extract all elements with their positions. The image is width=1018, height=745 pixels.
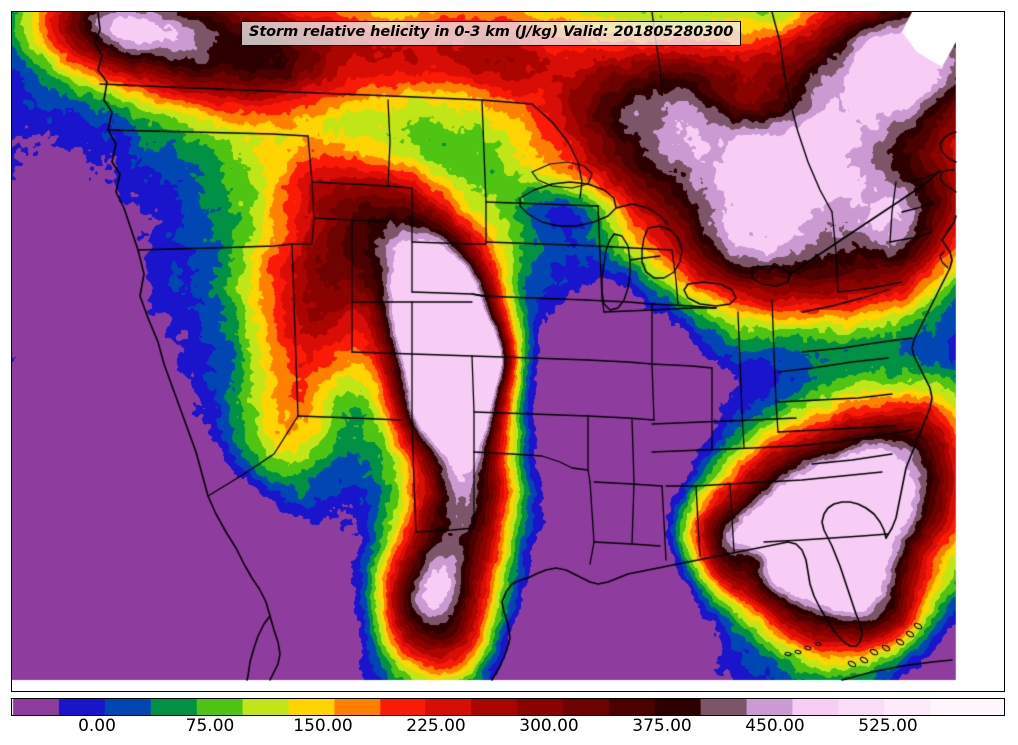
colorbar-tick-label: 75.00 [185, 716, 235, 736]
map-title: Storm relative helicity in 0-3 km (J/kg)… [241, 21, 742, 46]
colorbar-tick-label: 525.00 [858, 716, 918, 736]
geographic-boundaries-overlay [12, 12, 1004, 691]
colorbar[interactable] [11, 698, 1005, 716]
colorbar-gradient [11, 698, 1005, 716]
colorbar-tick-labels: 0.00 75.00 150.00 225.00 300.00 375.00 450.00 5… [0, 716, 1018, 742]
map-panel[interactable] [11, 11, 1005, 692]
colorbar-tick-label: 150.00 [293, 716, 353, 736]
colorbar-tick-label: 0.00 [78, 716, 116, 736]
colorbar-tick-label: 450.00 [745, 716, 805, 736]
colorbar-tick-label: 225.00 [406, 716, 466, 736]
colorbar-tick-label: 300.00 [519, 716, 579, 736]
colorbar-tick-label: 375.00 [632, 716, 692, 736]
